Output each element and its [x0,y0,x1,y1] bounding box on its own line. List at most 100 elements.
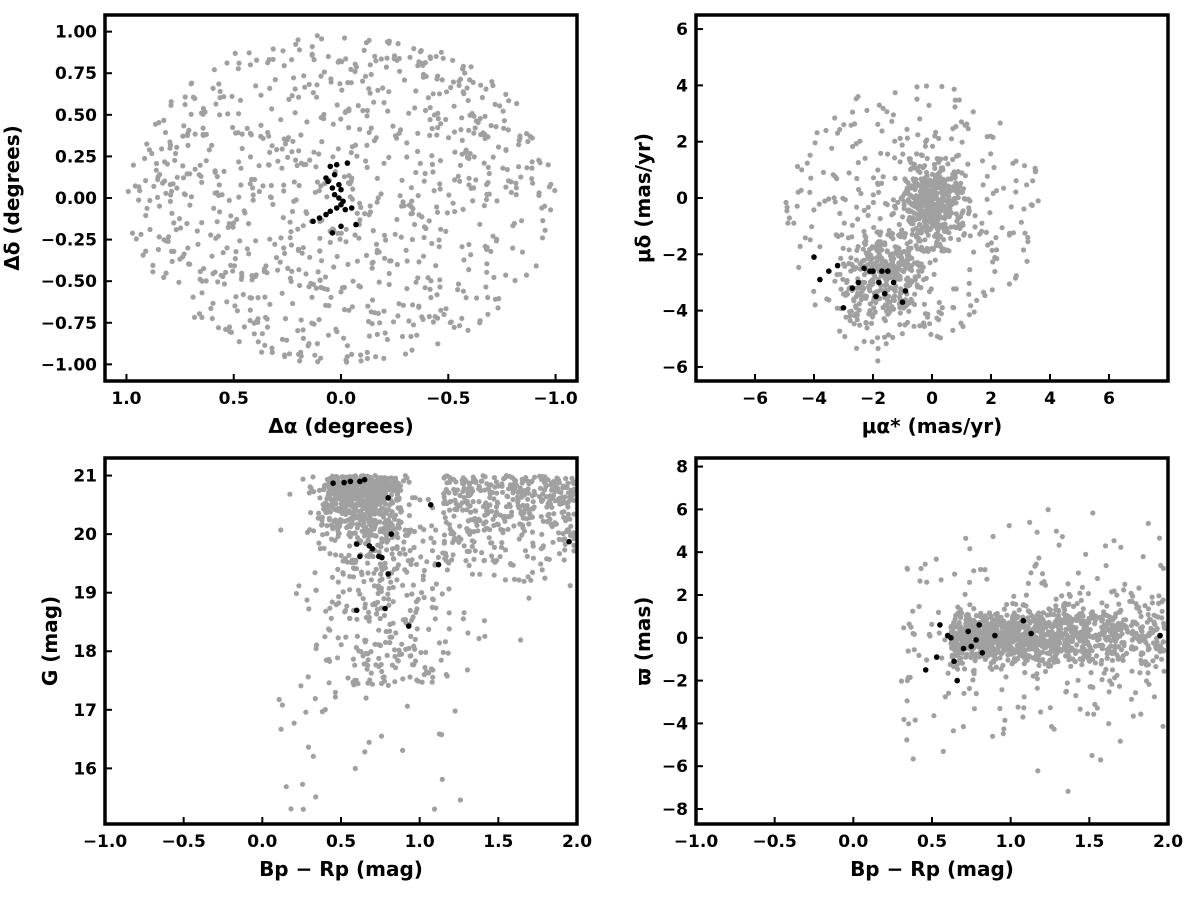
field-star-point [221,94,227,100]
field-star-point [315,515,321,521]
field-star-point [957,614,964,621]
field-star-point [378,498,384,504]
field-star-point [1039,619,1045,626]
field-star-point [434,292,440,298]
field-star-point [483,86,489,92]
field-star-point [849,109,856,115]
field-star-point [925,178,932,184]
field-star-point [365,570,371,576]
field-star-point [500,530,506,536]
field-star-point [932,176,939,182]
field-star-point [1030,673,1036,679]
field-star-point [1132,690,1139,696]
field-star-point [973,691,979,697]
field-star-point [277,259,283,265]
field-star-point [922,237,928,243]
field-star-point [385,591,391,597]
field-star-point [217,112,223,118]
member-star-point [333,161,340,168]
field-star-point [380,85,386,91]
field-star-point [834,176,840,182]
field-star-point [497,103,503,109]
field-star-point [452,537,458,543]
field-star-point [396,55,402,62]
field-star-point [922,311,929,317]
field-star-point [333,552,339,558]
field-star-point [1154,639,1160,645]
field-star-point [1151,694,1157,700]
field-star-point [427,105,433,111]
field-star-point [300,476,306,482]
field-star-point [269,143,275,149]
field-star-point [373,662,379,668]
field-star-point [914,96,920,102]
field-star-point [859,288,866,294]
field-star-point [847,318,853,324]
field-star-point [885,151,891,157]
field-star-point [952,104,958,110]
field-star-point [966,205,972,211]
field-star-point [470,198,476,204]
member-star-point [882,290,888,297]
field-star-point [524,553,530,560]
field-star-point [216,182,222,188]
field-star-point [915,213,922,219]
field-star-point [169,258,175,264]
field-star-point [176,216,183,222]
field-star-point [970,677,976,683]
field-star-point [1054,636,1060,642]
field-star-point [360,596,366,602]
field-star-point [262,342,268,348]
field-star-point [571,511,577,517]
field-star-point [843,290,850,296]
field-star-point [370,228,376,234]
field-star-point [167,142,174,148]
field-star-point [1156,600,1162,607]
field-star-point [1081,626,1087,632]
field-star-point [561,509,567,515]
field-star-point [333,476,339,482]
field-star-point [325,53,331,60]
field-star-point [436,731,442,737]
field-star-point [372,524,378,531]
field-star-point [899,142,905,148]
field-star-point [1154,654,1160,660]
x-tick-label: −0.5 [426,389,470,409]
field-star-point [250,192,256,198]
field-star-point [908,185,914,191]
field-star-point [491,274,497,280]
field-star-point [435,341,441,347]
field-star-point [958,629,964,635]
field-star-point [297,358,303,364]
field-star-point [373,241,380,247]
field-star-point [866,286,873,292]
field-star-point [916,237,922,243]
field-star-point [368,309,374,315]
field-star-point [249,277,255,283]
field-star-point [537,494,543,500]
field-star-point [906,156,912,162]
field-star-point [905,675,911,681]
field-star-point [316,188,322,194]
field-star-point [1056,628,1062,635]
field-star-point [1159,656,1165,662]
field-star-point [352,68,358,75]
field-star-point [978,640,984,647]
field-star-point [319,139,325,145]
field-star-point [215,279,221,285]
field-star-point [353,481,359,487]
field-star-point [460,288,466,294]
field-star-point [961,666,968,672]
field-star-point [192,131,198,137]
field-star-point [922,224,929,230]
field-star-point [1024,657,1030,663]
field-star-point [443,116,449,123]
field-star-point [452,209,458,215]
field-star-point [957,214,964,220]
field-star-point [946,213,952,220]
field-star-point [1004,629,1011,635]
field-star-point [483,526,489,532]
field-star-point [446,626,452,632]
field-star-point [407,548,413,554]
field-star-point [914,84,920,90]
